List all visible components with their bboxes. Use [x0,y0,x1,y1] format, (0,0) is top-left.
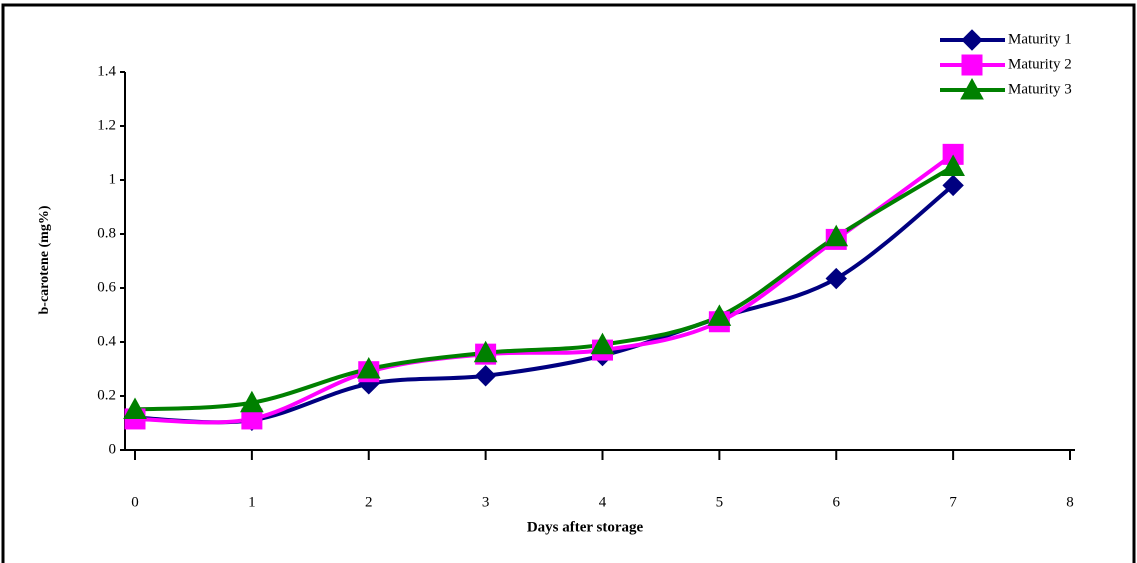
marker [474,365,497,387]
x-tick-label: 2 [365,494,373,510]
marker [707,304,732,326]
y-tick-label: 0.6 [97,279,116,295]
x-tick-label: 1 [248,494,256,510]
marker [942,174,964,197]
marker [123,397,147,419]
marker [941,154,965,176]
marker [590,332,615,355]
legend-marker [960,77,984,100]
x-tick-label: 7 [949,494,957,510]
marker [824,224,849,247]
legend-label: Maturity 1 [1008,31,1072,47]
y-axis-label: b-carotene (mg%) [37,205,52,314]
marker [825,267,847,290]
x-tick-label: 3 [482,494,490,510]
x-tick-label: 8 [1066,494,1074,510]
y-tick-label: 0 [109,441,117,457]
x-tick-label: 0 [131,494,139,510]
marker [473,340,498,363]
x-tick-label: 4 [599,494,607,510]
y-tick-label: 1.2 [97,117,116,133]
y-tick-label: 0.2 [97,387,116,403]
marker [240,390,264,413]
legend-label: Maturity 2 [1008,56,1072,72]
x-tick-label: 6 [833,494,841,510]
legend-marker [961,29,983,51]
x-axis-label: Days after storage [527,519,644,535]
legend-label: Maturity 3 [1008,81,1072,97]
y-tick-label: 0.4 [97,333,116,349]
chart-frame [1,3,1136,563]
y-tick-label: 1.4 [97,63,116,79]
legend-marker [961,54,983,76]
x-tick-label: 5 [716,494,724,510]
y-tick-label: 1 [109,171,117,187]
y-tick-label: 0.8 [97,225,116,241]
marker [356,356,381,379]
